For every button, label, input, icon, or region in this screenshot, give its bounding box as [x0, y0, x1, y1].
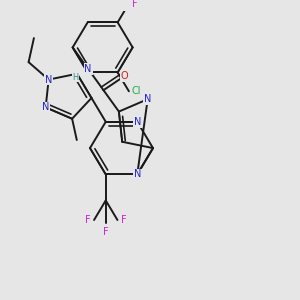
Text: N: N — [134, 117, 141, 127]
Text: F: F — [132, 0, 138, 9]
Text: H: H — [73, 73, 79, 82]
Text: F: F — [121, 215, 127, 225]
Text: N: N — [84, 64, 92, 74]
Text: N: N — [45, 75, 52, 85]
Text: F: F — [103, 227, 109, 237]
Text: N: N — [144, 94, 152, 104]
Text: N: N — [134, 169, 141, 179]
Text: Cl: Cl — [132, 86, 141, 96]
Text: O: O — [121, 71, 128, 81]
Text: F: F — [85, 215, 90, 225]
Text: N: N — [42, 102, 49, 112]
